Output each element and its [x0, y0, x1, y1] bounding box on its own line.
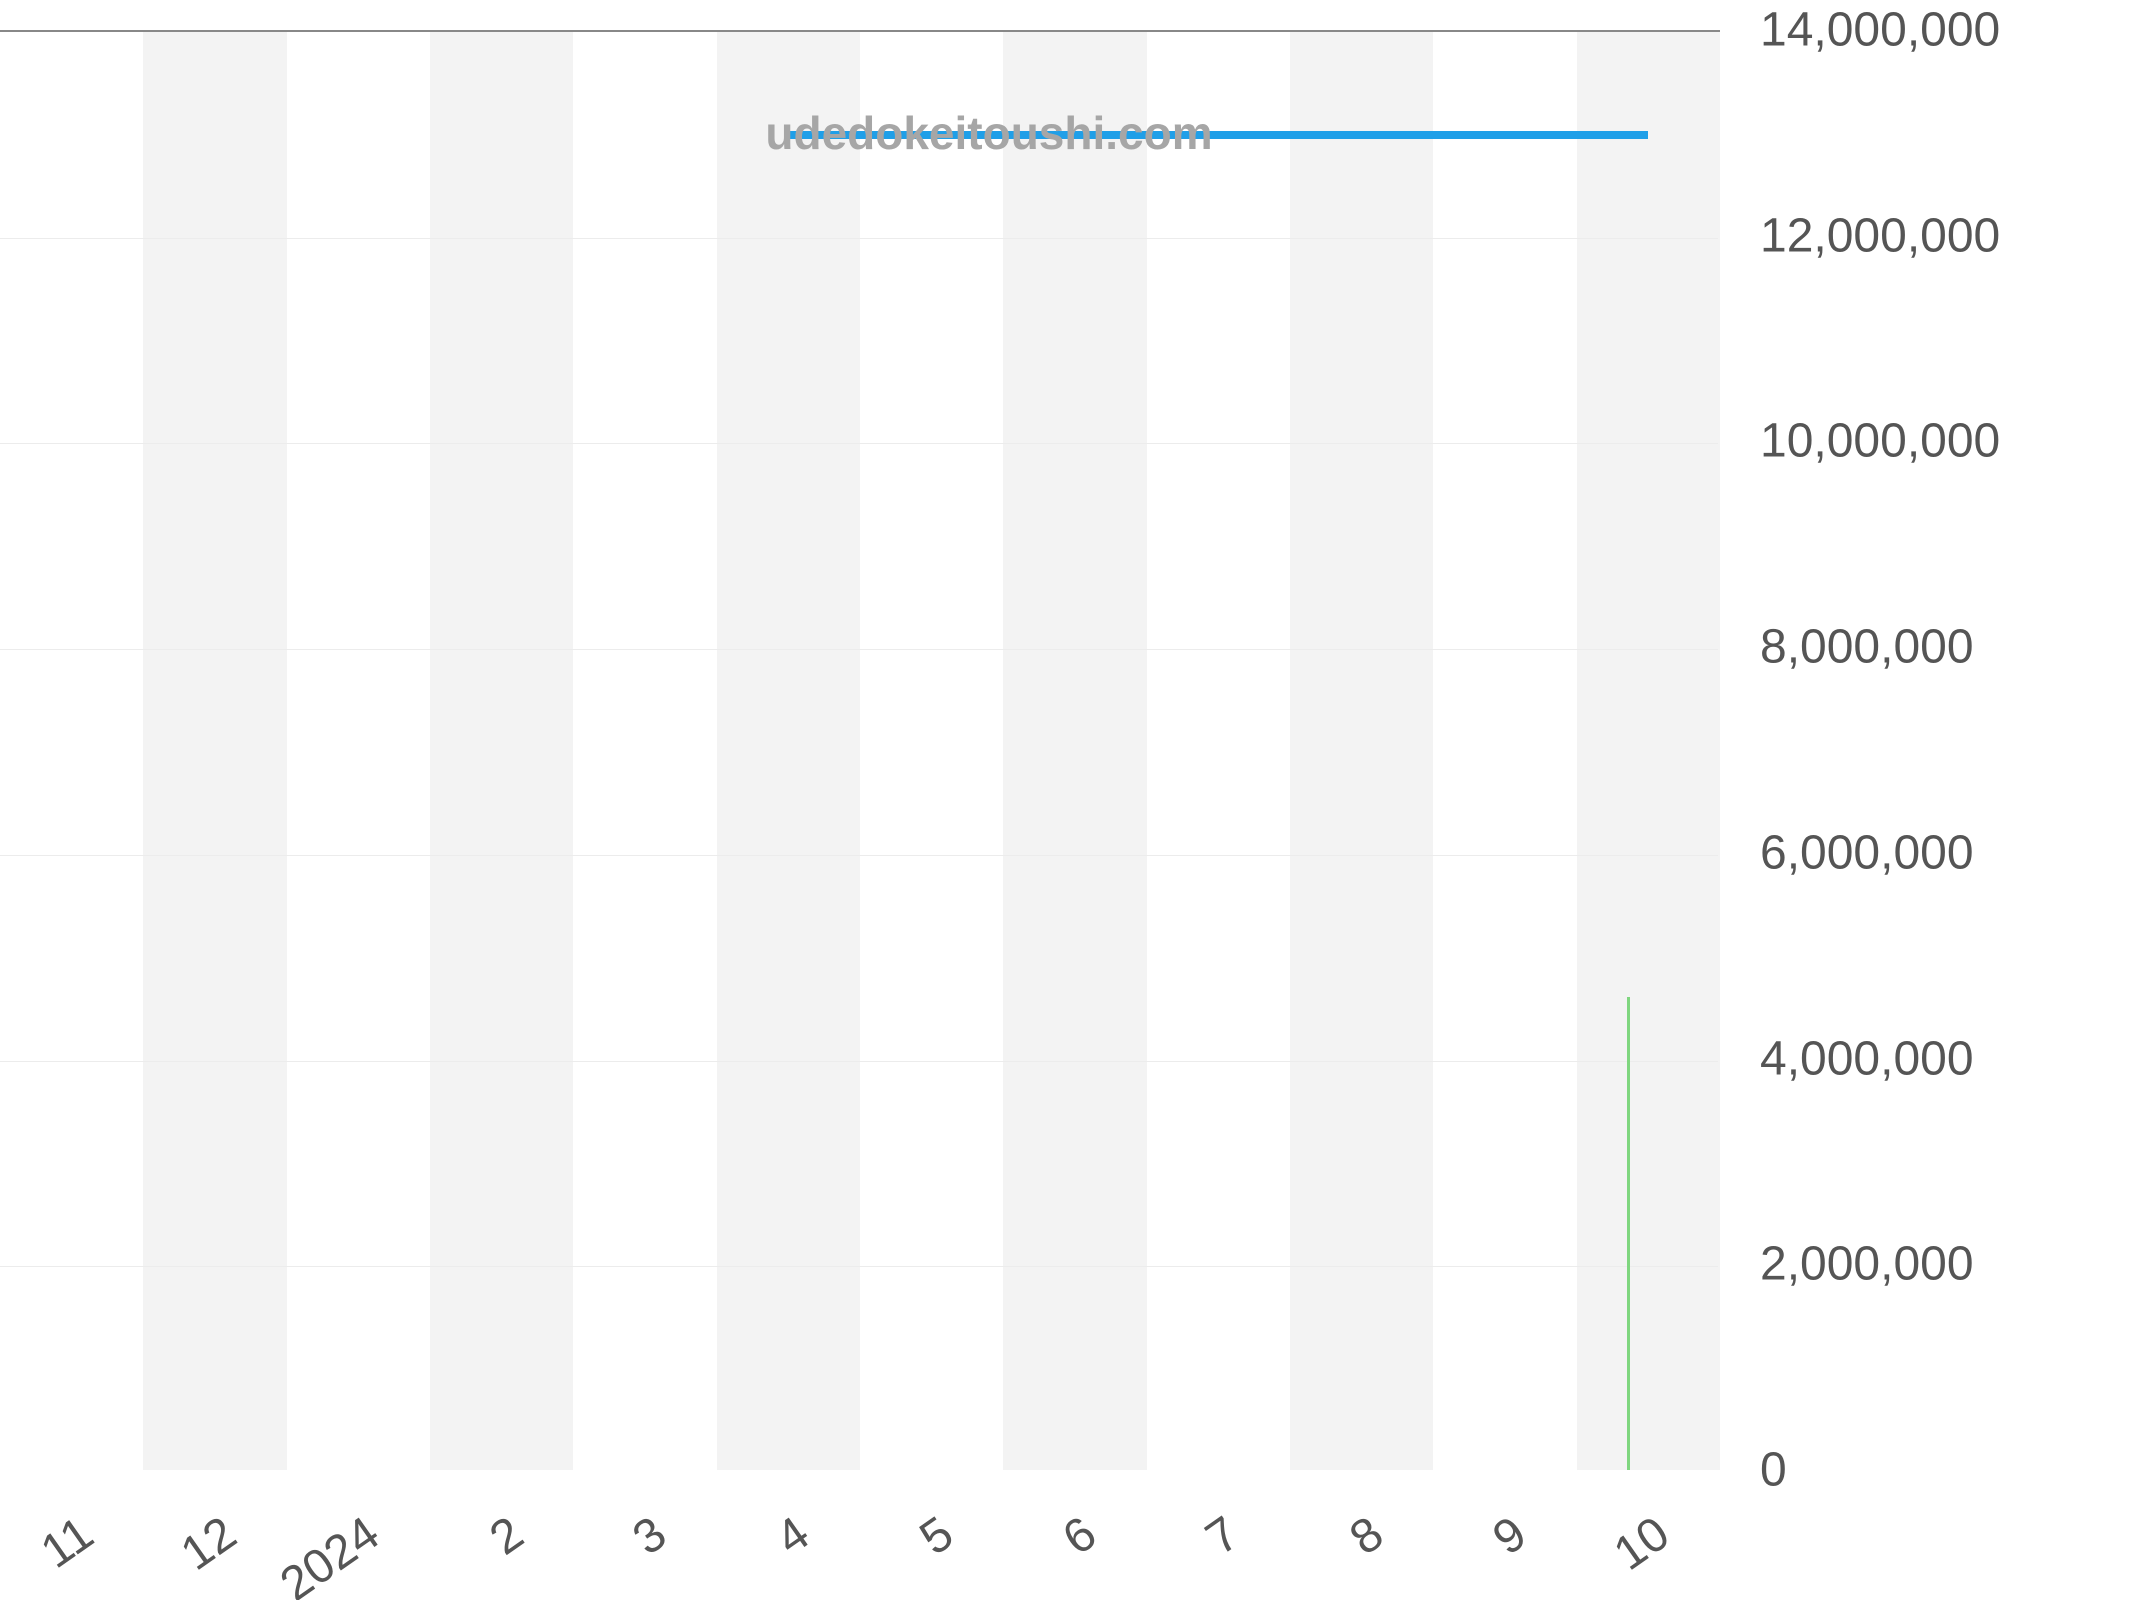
y-tick-label: 8,000,000 — [1760, 620, 2144, 675]
plot-area — [0, 30, 1720, 1470]
y-axis-ticks: 02,000,0004,000,0006,000,0008,000,00010,… — [1760, 30, 2144, 1470]
x-axis-ticks: 11 12 2024 2 3 4 5 6 7 8 9 10 — [0, 1506, 1720, 1600]
y-tick-label: 4,000,000 — [1760, 1031, 2144, 1086]
x-tick-label: 7 — [1196, 1506, 1249, 1566]
x-tick-label: 11 — [31, 1506, 103, 1580]
gridline — [0, 1266, 1718, 1267]
gridline — [0, 443, 1718, 444]
plot-band — [717, 32, 860, 1470]
gridline — [0, 855, 1718, 856]
y-tick-label: 0 — [1760, 1443, 2144, 1498]
x-tick-label: 2024 — [271, 1506, 390, 1600]
y-tick-label: 2,000,000 — [1760, 1237, 2144, 1292]
x-tick-label: 8 — [1340, 1506, 1393, 1566]
x-tick-label: 2 — [480, 1506, 533, 1566]
y-tick-label: 10,000,000 — [1760, 414, 2144, 469]
x-tick-label: 6 — [1053, 1506, 1106, 1566]
y-tick-label: 6,000,000 — [1760, 825, 2144, 880]
gridline — [0, 1061, 1718, 1062]
plot-band — [430, 32, 573, 1470]
x-tick-label: 3 — [623, 1506, 676, 1566]
watermark-text: udedokeitoushi.com — [765, 106, 1212, 160]
gridline — [0, 238, 1718, 239]
y-tick-label: 14,000,000 — [1760, 3, 2144, 58]
plot-band — [1577, 32, 1720, 1470]
x-tick-label: 9 — [1483, 1506, 1536, 1566]
x-tick-label: 5 — [910, 1506, 963, 1566]
x-tick-label: 4 — [766, 1506, 819, 1566]
chart-container: 0 2,000,000 4,000,000 6,000,000 8,000,000 10,… — [0, 0, 2144, 1600]
x-tick-label: 10 — [1605, 1506, 1680, 1582]
y-tick-label: 12,000,000 — [1760, 208, 2144, 263]
plot-band — [1290, 32, 1433, 1470]
plot-band — [143, 32, 286, 1470]
x-tick-label: 12 — [171, 1506, 246, 1582]
gridline — [0, 649, 1718, 650]
volume-bar — [1627, 997, 1630, 1470]
plot-band — [1003, 32, 1146, 1470]
